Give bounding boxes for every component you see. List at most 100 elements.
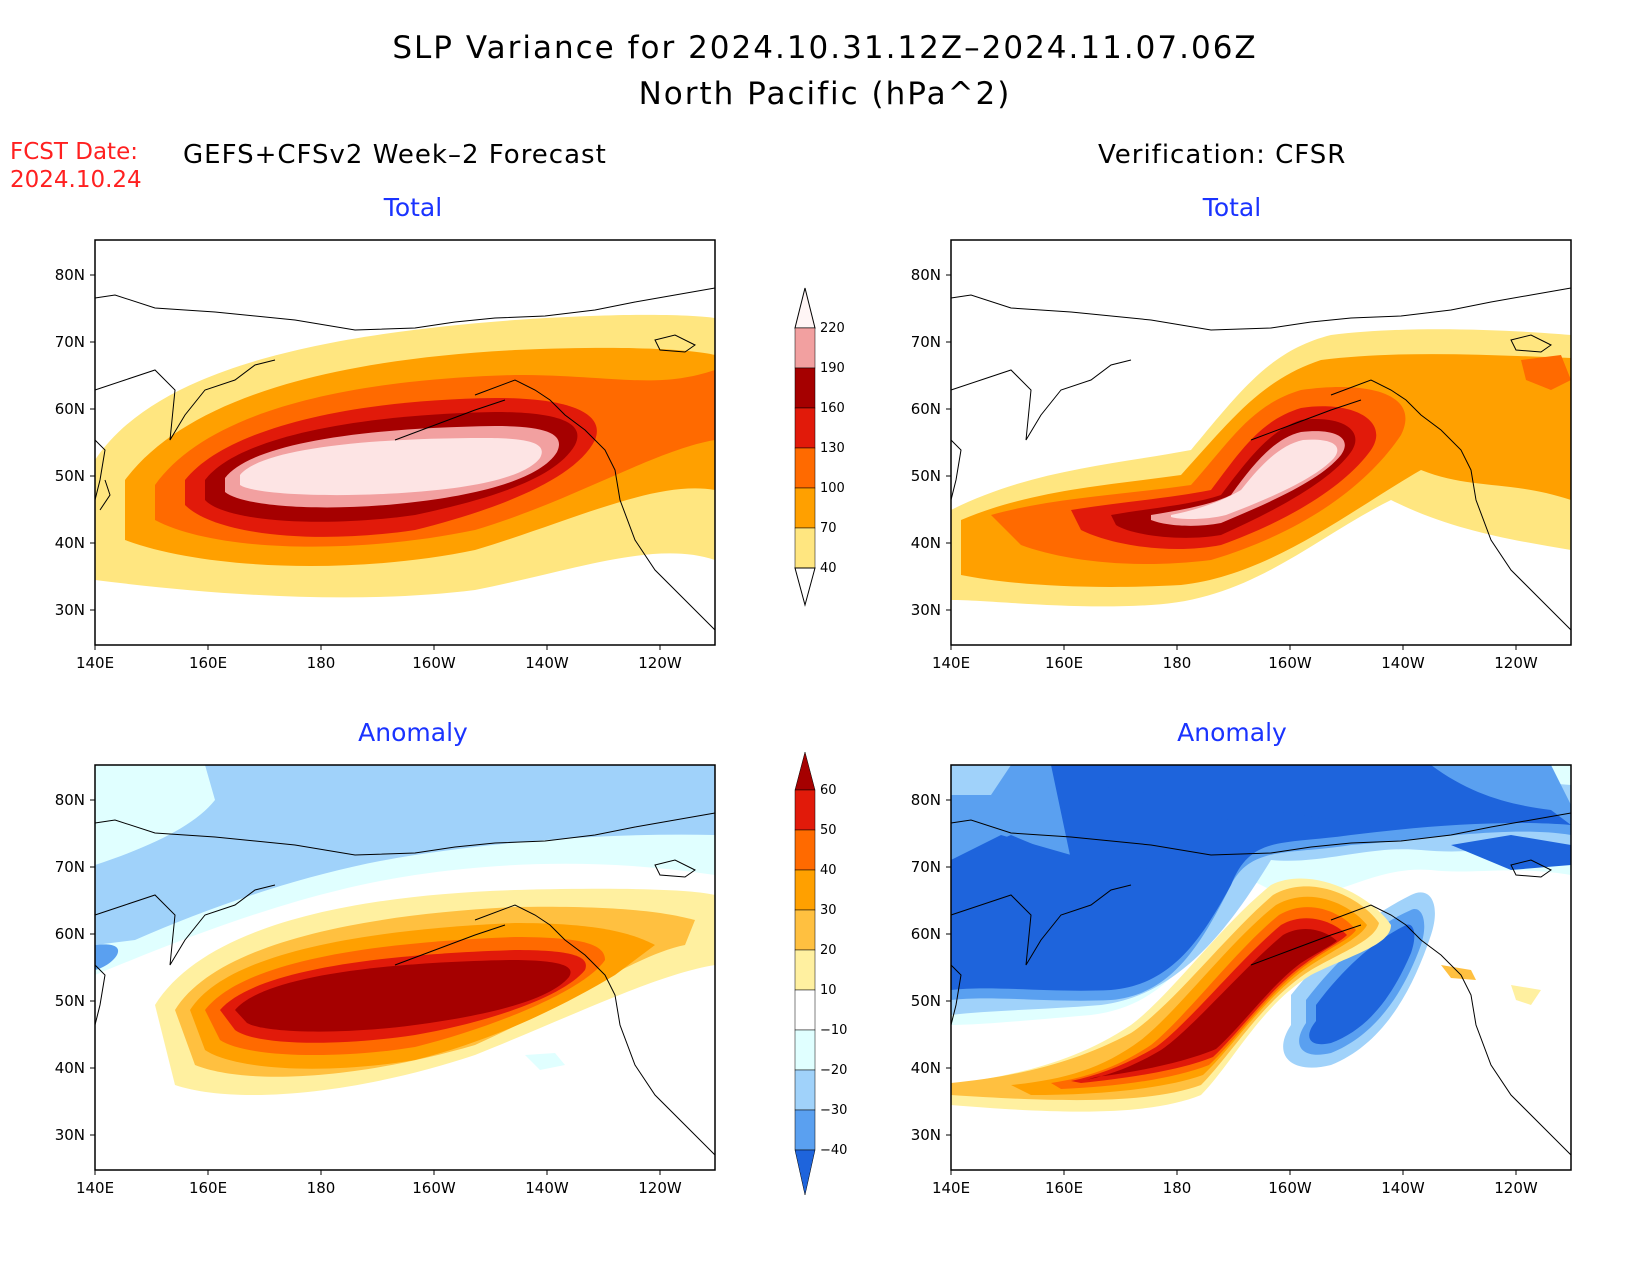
panel-title-verification-anomaly: Anomaly	[1177, 718, 1287, 747]
lat-label: 70N	[911, 333, 941, 351]
colorbar-anomaly-label: 10	[820, 983, 837, 998]
lon-axis-labels: 140E 160E 180 160W 140W 120W	[76, 645, 682, 672]
lat-label: 30N	[911, 1126, 941, 1144]
colorbar-anomaly-label: −30	[820, 1103, 847, 1118]
colorbar-total-swatch	[794, 327, 816, 369]
colorbar-total-swatch	[794, 527, 816, 569]
lon-label: 160E	[1045, 654, 1083, 672]
lat-label: 60N	[911, 400, 941, 418]
colorbar-total-top-triangle	[794, 287, 816, 329]
colorbar-anomaly-swatch	[794, 989, 816, 1031]
lat-label: 70N	[55, 858, 85, 876]
lat-label: 40N	[55, 534, 85, 552]
lat-label: 60N	[55, 925, 85, 943]
map-verification-anomaly: 80N 70N 60N 50N 40N 30N 140E 160E 180 16…	[896, 760, 1586, 1200]
colorbar-anomaly-swatch	[794, 869, 816, 911]
colorbar-total-label: 100	[820, 481, 845, 496]
colorbar-anomaly-label: 50	[820, 823, 837, 838]
lon-label: 160W	[1268, 1179, 1312, 1197]
colorbar-anomaly-label: 40	[820, 863, 837, 878]
lat-axis-labels: 80N 70N 60N 50N 40N 30N	[911, 791, 951, 1144]
lon-label: 120W	[1494, 654, 1538, 672]
lat-label: 70N	[911, 858, 941, 876]
forecast-date-block: FCST Date: 2024.10.24	[10, 138, 142, 194]
lat-label: 60N	[55, 400, 85, 418]
colorbar-anomaly-label: 20	[820, 943, 837, 958]
lat-axis-labels: 80N 70N 60N 50N 40N 30N	[55, 266, 95, 619]
colorbar-anomaly-label: −10	[820, 1023, 847, 1038]
lon-label: 160E	[189, 1179, 227, 1197]
lon-label: 120W	[1494, 1179, 1538, 1197]
lon-label: 120W	[638, 654, 682, 672]
lat-axis-labels: 80N 70N 60N 50N 40N 30N	[55, 791, 95, 1144]
main-subtitle: North Pacific (hPa^2)	[638, 76, 1012, 112]
colorbar-total-label: 220	[820, 321, 845, 336]
verification-subtitle: Verification: CFSR	[1098, 140, 1347, 170]
colorbar-anomaly-swatch	[794, 789, 816, 831]
lon-label: 140W	[1381, 654, 1425, 672]
colorbar-anomaly-label: 60	[820, 783, 837, 798]
lat-label: 80N	[55, 791, 85, 809]
colorbar-anomaly-top-triangle	[794, 751, 816, 791]
lon-label: 140W	[525, 1179, 569, 1197]
lat-label: 50N	[911, 467, 941, 485]
lon-label: 180	[1163, 654, 1192, 672]
lat-label: 50N	[911, 992, 941, 1010]
panel-title-forecast-anomaly: Anomaly	[358, 718, 468, 747]
colorbar-total-label: 130	[820, 441, 845, 456]
forecast-date-value: 2024.10.24	[10, 167, 142, 193]
lat-label: 40N	[55, 1059, 85, 1077]
colorbar-anomaly-swatch	[794, 909, 816, 951]
colorbar-anomaly-swatch	[794, 949, 816, 991]
lon-label: 140E	[76, 1179, 114, 1197]
lon-label: 180	[307, 1179, 336, 1197]
main-title: SLP Variance for 2024.10.31.12Z–2024.11.…	[392, 30, 1258, 66]
lon-label: 160W	[1268, 654, 1312, 672]
colorbar-total-label: 40	[820, 561, 837, 576]
colorbar-anomaly-swatch	[794, 1109, 816, 1151]
lon-label: 180	[307, 654, 336, 672]
lat-label: 30N	[55, 1126, 85, 1144]
colorbar-anomaly-label: 30	[820, 903, 837, 918]
colorbar-anomaly-label: −40	[820, 1143, 847, 1158]
colorbar-anomaly-label: −20	[820, 1063, 847, 1078]
lon-label: 140W	[525, 654, 569, 672]
lat-label: 30N	[55, 601, 85, 619]
forecast-date-label: FCST Date:	[10, 139, 138, 165]
lat-label: 40N	[911, 1059, 941, 1077]
lat-label: 40N	[911, 534, 941, 552]
colorbar-total-label: 190	[820, 361, 845, 376]
map-forecast-total: 80N 70N 60N 50N 40N 30N 140E 160E 180 16…	[40, 235, 730, 675]
map-verification-total: 80N 70N 60N 50N 40N 30N 140E 160E 180 16…	[896, 235, 1586, 675]
lon-label: 160W	[412, 1179, 456, 1197]
map-forecast-anomaly: 80N 70N 60N 50N 40N 30N 140E 160E 180 16…	[40, 760, 730, 1200]
lat-label: 50N	[55, 992, 85, 1010]
colorbar-total-label: 160	[820, 401, 845, 416]
lon-label: 140E	[76, 654, 114, 672]
colorbar-total-swatch	[794, 447, 816, 489]
colorbar-anomaly: 60 50 40 30 20 10 −10 −20 −30 −40	[790, 750, 880, 1200]
lon-axis-labels: 140E 160E 180 160W 140W 120W	[932, 645, 1538, 672]
colorbar-anomaly-swatch	[794, 829, 816, 871]
lon-label: 140W	[1381, 1179, 1425, 1197]
colorbar-total-swatch	[794, 367, 816, 409]
colorbar-anomaly-swatch	[794, 1069, 816, 1111]
lat-label: 80N	[911, 791, 941, 809]
lat-axis-labels: 80N 70N 60N 50N 40N 30N	[911, 266, 951, 619]
colorbar-anomaly-swatch	[794, 1029, 816, 1071]
lon-label: 180	[1163, 1179, 1192, 1197]
colorbar-anomaly-bottom-triangle	[794, 1149, 816, 1196]
colorbar-total: 220 190 160 130 100 70 40	[790, 280, 880, 610]
lon-label: 140E	[932, 654, 970, 672]
lat-label: 60N	[911, 925, 941, 943]
colorbar-total-label: 70	[820, 521, 837, 536]
colorbar-total-swatch	[794, 407, 816, 449]
panel-title-verification-total: Total	[1202, 193, 1262, 222]
lon-axis-labels: 140E 160E 180 160W 140W 120W	[76, 1170, 682, 1197]
lat-label: 80N	[911, 266, 941, 284]
panel-title-forecast-total: Total	[383, 193, 443, 222]
lon-axis-labels: 140E 160E 180 160W 140W 120W	[932, 1170, 1538, 1197]
colorbar-total-swatch	[794, 487, 816, 529]
lat-label: 80N	[55, 266, 85, 284]
lon-label: 160E	[1045, 1179, 1083, 1197]
